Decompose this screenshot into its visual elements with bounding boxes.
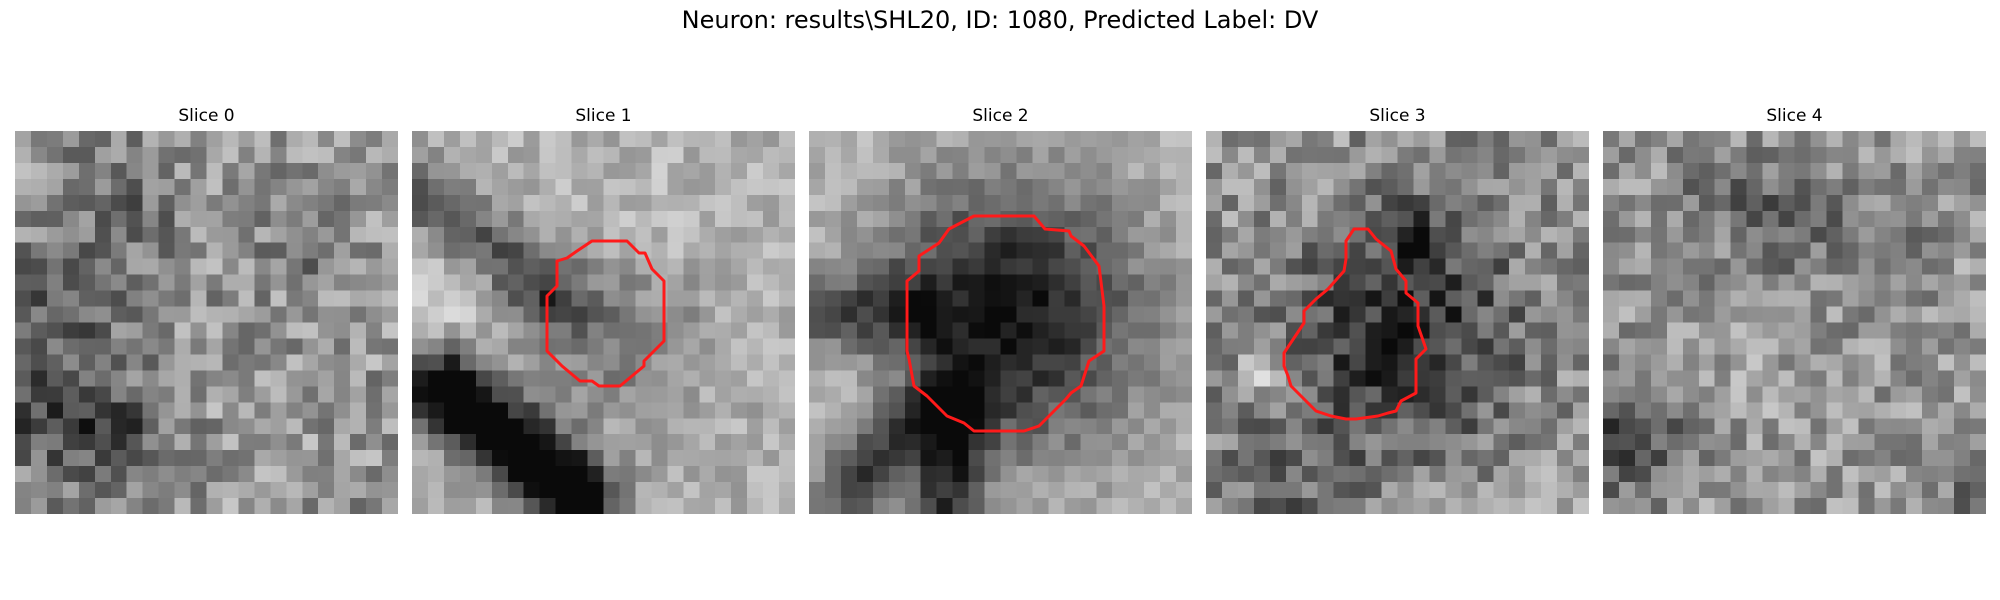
slice-title: Slice 2 (972, 106, 1029, 126)
slice-image-0 (15, 131, 398, 514)
segmentation-overlay (1282, 227, 1428, 421)
neuron-contour (545, 239, 666, 388)
slice-image-4 (1603, 131, 1986, 514)
grayscale-image (1603, 131, 1986, 514)
slice-panel-4: Slice 4 (1603, 105, 1986, 514)
figure-title: Neuron: results\SHL20, ID: 1080, Predict… (681, 6, 1319, 34)
slice-panel-3: Slice 3 (1206, 105, 1589, 514)
slice-title: Slice 4 (1766, 106, 1823, 126)
slice-title: Slice 0 (178, 106, 235, 126)
slice-image-2 (809, 131, 1192, 514)
slice-panel-2: Slice 2 (809, 105, 1192, 514)
neuron-contour (905, 214, 1106, 433)
grayscale-image (412, 131, 795, 514)
slice-title: Slice 3 (1369, 106, 1426, 126)
grayscale-image (15, 131, 398, 514)
segmentation-overlay (545, 239, 666, 388)
slice-image-1 (412, 131, 795, 514)
slice-panel-1: Slice 1 (412, 105, 795, 514)
grayscale-image (1206, 131, 1589, 514)
grayscale-image (809, 131, 1192, 514)
slice-title: Slice 1 (575, 106, 632, 126)
slice-panel-0: Slice 0 (15, 105, 398, 514)
neuron-contour (1282, 227, 1428, 421)
segmentation-overlay (905, 214, 1106, 433)
slice-image-3 (1206, 131, 1589, 514)
